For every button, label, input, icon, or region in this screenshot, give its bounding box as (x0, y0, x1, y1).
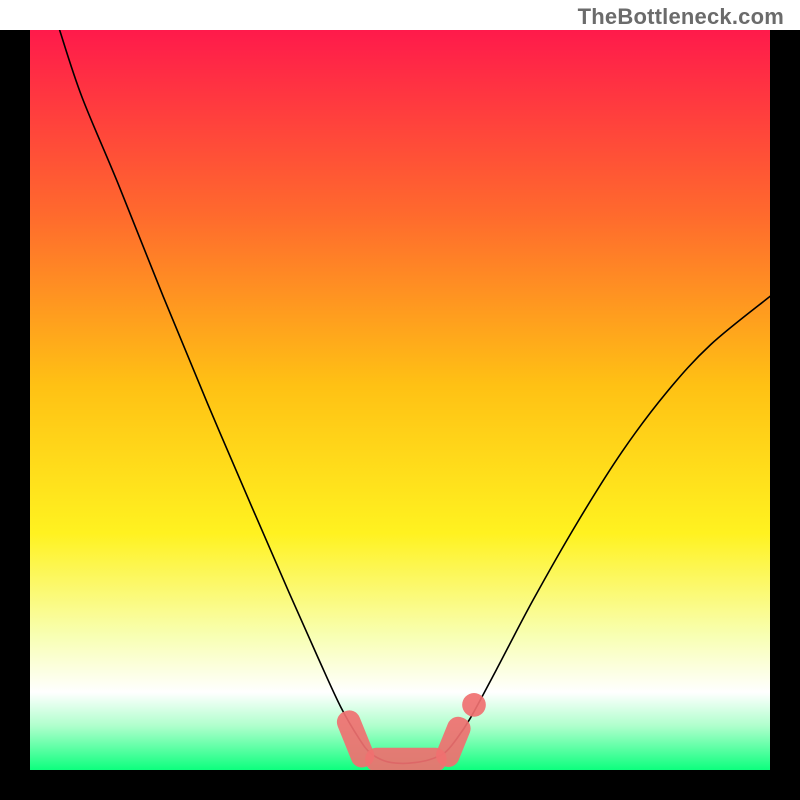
chart-svg (0, 0, 800, 800)
bottleneck-chart: TheBottleneck.com (0, 0, 800, 800)
watermark-label: TheBottleneck.com (578, 4, 784, 30)
